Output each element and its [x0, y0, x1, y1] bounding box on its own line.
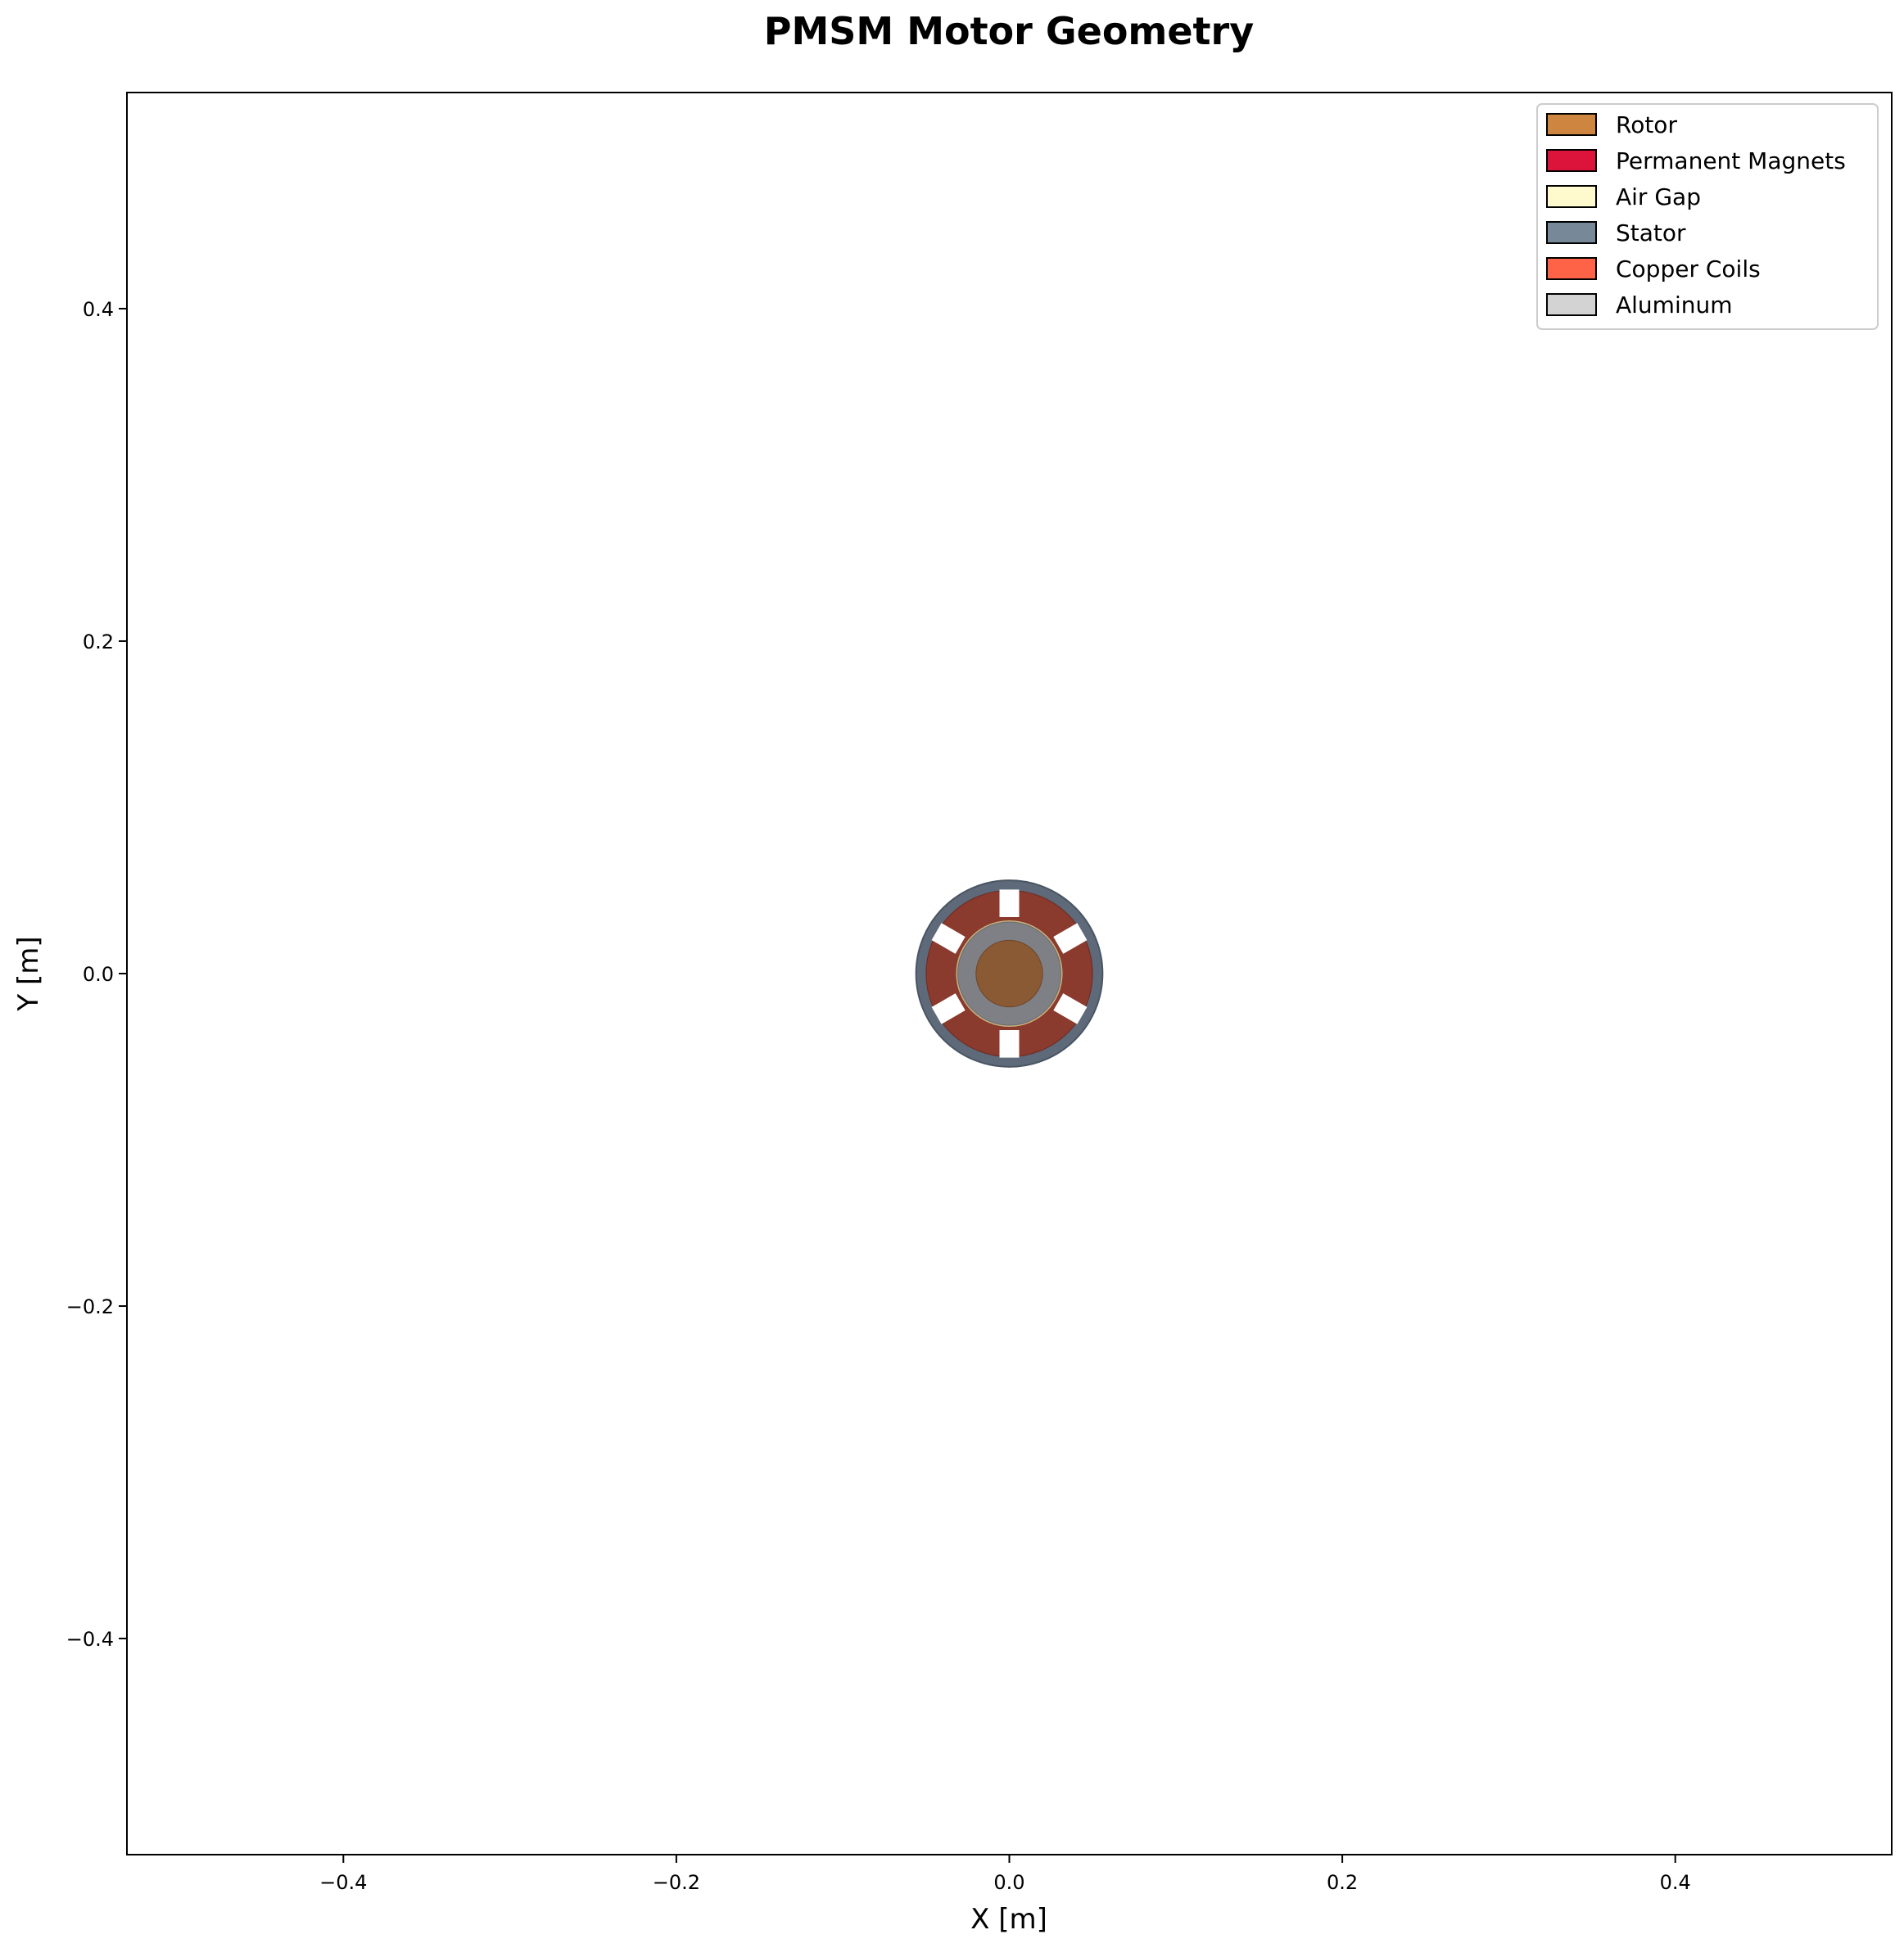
stator-slot	[931, 993, 966, 1024]
x-tick-label: −0.4	[319, 1871, 367, 1894]
legend-swatch	[1546, 221, 1597, 244]
plot-area	[126, 92, 1893, 1855]
legend-label: Copper Coils	[1616, 255, 1761, 282]
legend-label: Aluminum	[1616, 292, 1733, 319]
x-axis-label: X [m]	[970, 1903, 1047, 1936]
legend-frame	[1536, 103, 1879, 330]
y-axis-ticks: −0.4 −0.2 0.0 0.2 0.4	[66, 298, 127, 1651]
legend-swatch	[1546, 293, 1597, 316]
y-tick-label: 0.0	[83, 963, 114, 986]
legend-label: Stator	[1616, 219, 1686, 246]
x-tick-label: 0.4	[1660, 1871, 1691, 1894]
x-tick-label: 0.0	[993, 1871, 1024, 1894]
motor-geometry	[915, 879, 1104, 1068]
legend-label: Rotor	[1616, 111, 1677, 138]
stator-slot	[999, 1030, 1020, 1058]
y-tick-label: −0.2	[66, 1295, 114, 1318]
x-tick-label: 0.2	[1327, 1871, 1358, 1894]
chart-title: PMSM Motor Geometry	[764, 9, 1254, 53]
x-tick-label: −0.2	[653, 1871, 700, 1894]
legend: Rotor Permanent Magnets Air Gap Stator Coppe…	[1536, 103, 1879, 330]
rotor	[975, 939, 1043, 1008]
y-axis-label: Y [m]	[12, 936, 45, 1011]
y-tick-label: 0.2	[83, 631, 114, 653]
y-tick-label: −0.4	[66, 1628, 114, 1651]
x-axis-ticks: −0.4 −0.2 0.0 0.2 0.4	[319, 1855, 1691, 1894]
legend-swatch	[1546, 185, 1597, 208]
legend-label: Air Gap	[1616, 183, 1701, 210]
stator-slot	[999, 889, 1020, 917]
stator-slot	[1053, 923, 1088, 954]
y-tick-label: 0.4	[83, 298, 114, 321]
legend-swatch	[1546, 149, 1597, 172]
legend-label: Permanent Magnets	[1616, 147, 1846, 174]
stator-slot	[931, 923, 966, 954]
legend-swatch	[1546, 113, 1597, 136]
stator-slot	[1053, 993, 1088, 1024]
legend-swatch	[1546, 257, 1597, 280]
